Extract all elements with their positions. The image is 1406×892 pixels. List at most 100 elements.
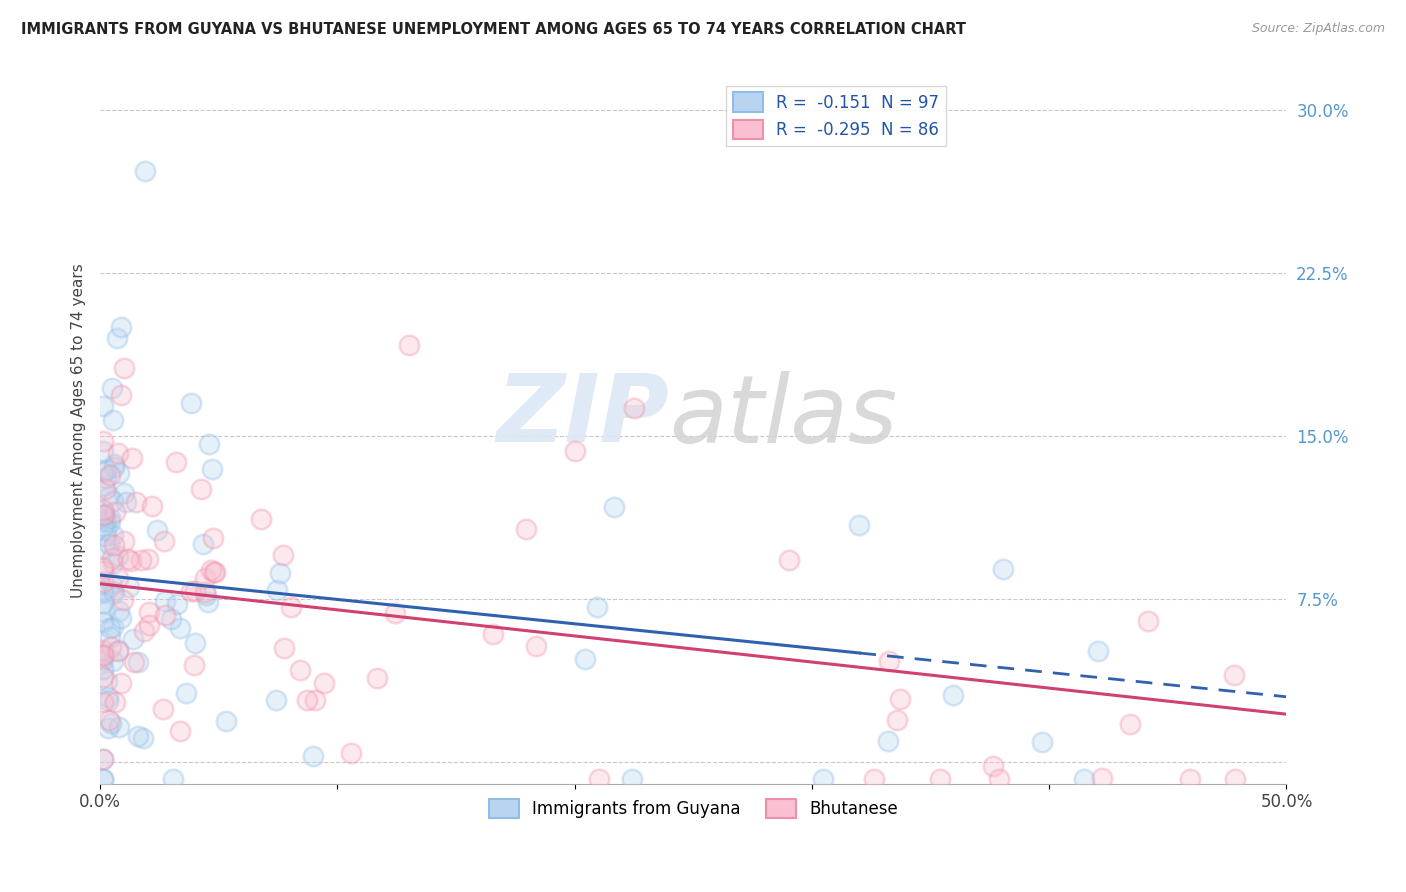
- Y-axis label: Unemployment Among Ages 65 to 74 years: Unemployment Among Ages 65 to 74 years: [72, 263, 86, 598]
- Point: [93, 482, 115, 496]
- Point: [94, 462, 117, 476]
- Point: [101, 413, 124, 427]
- Text: atlas: atlas: [669, 371, 898, 462]
- Point: [91, 648, 114, 662]
- Point: [107, 643, 129, 657]
- Point: [103, 494, 125, 508]
- Point: [96, 514, 118, 528]
- Point: [97, 489, 120, 503]
- Point: [250, 511, 273, 525]
- Point: [93, 479, 115, 493]
- Point: [91, 584, 114, 599]
- Point: [105, 331, 128, 345]
- Point: [91, 752, 114, 766]
- Point: [110, 388, 132, 402]
- Point: [991, 562, 1014, 576]
- Point: [91, 695, 114, 709]
- Point: [482, 627, 505, 641]
- Point: [100, 640, 122, 654]
- Point: [942, 688, 965, 702]
- Point: [1178, 772, 1201, 787]
- Point: [94, 529, 117, 543]
- Point: [100, 621, 122, 635]
- Point: [91, 643, 114, 657]
- Point: [184, 584, 207, 599]
- Point: [120, 554, 142, 568]
- Point: [91, 399, 114, 413]
- Point: [153, 533, 176, 548]
- Point: [97, 694, 120, 708]
- Point: [340, 746, 363, 760]
- Point: [97, 690, 120, 704]
- Point: [159, 612, 181, 626]
- Point: [91, 772, 114, 787]
- Point: [194, 585, 217, 599]
- Point: [91, 519, 114, 533]
- Point: [862, 772, 884, 787]
- Point: [169, 723, 191, 738]
- Point: [122, 655, 145, 669]
- Point: [886, 714, 908, 728]
- Point: [98, 467, 121, 482]
- Point: [91, 596, 114, 610]
- Point: [180, 584, 202, 599]
- Point: [91, 648, 114, 663]
- Point: [100, 716, 122, 731]
- Point: [108, 720, 131, 734]
- Point: [91, 574, 114, 589]
- Point: [1223, 668, 1246, 682]
- Point: [98, 510, 121, 524]
- Point: [1087, 643, 1109, 657]
- Point: [889, 691, 911, 706]
- Point: [107, 643, 129, 657]
- Point: [987, 772, 1010, 787]
- Point: [127, 729, 149, 743]
- Point: [1090, 772, 1112, 786]
- Point: [876, 734, 898, 748]
- Point: [101, 550, 124, 565]
- Point: [132, 731, 155, 745]
- Point: [813, 772, 835, 787]
- Point: [515, 522, 537, 536]
- Point: [94, 605, 117, 619]
- Point: [574, 652, 596, 666]
- Point: [112, 534, 135, 549]
- Point: [280, 599, 302, 614]
- Point: [127, 655, 149, 669]
- Point: [194, 588, 217, 602]
- Point: [93, 508, 115, 522]
- Point: [91, 653, 114, 667]
- Point: [981, 759, 1004, 773]
- Point: [1031, 735, 1053, 749]
- Point: [96, 721, 118, 735]
- Point: [91, 615, 114, 629]
- Point: [91, 585, 114, 599]
- Point: [100, 576, 122, 591]
- Text: ZIP: ZIP: [496, 370, 669, 462]
- Point: [778, 552, 800, 566]
- Point: [197, 595, 219, 609]
- Point: [134, 164, 156, 178]
- Point: [304, 693, 326, 707]
- Point: [96, 470, 118, 484]
- Point: [1073, 772, 1095, 787]
- Point: [295, 692, 318, 706]
- Point: [201, 462, 224, 476]
- Point: [91, 434, 114, 449]
- Point: [104, 505, 127, 519]
- Point: [129, 552, 152, 566]
- Point: [162, 772, 184, 787]
- Point: [101, 584, 124, 599]
- Point: [848, 518, 870, 533]
- Point: [94, 523, 117, 537]
- Point: [266, 583, 288, 598]
- Point: [152, 702, 174, 716]
- Point: [290, 663, 312, 677]
- Legend: Immigrants from Guyana, Bhutanese: Immigrants from Guyana, Bhutanese: [482, 792, 904, 825]
- Point: [200, 562, 222, 576]
- Point: [91, 514, 114, 528]
- Point: [91, 752, 114, 766]
- Point: [91, 502, 114, 516]
- Point: [398, 337, 420, 351]
- Point: [101, 527, 124, 541]
